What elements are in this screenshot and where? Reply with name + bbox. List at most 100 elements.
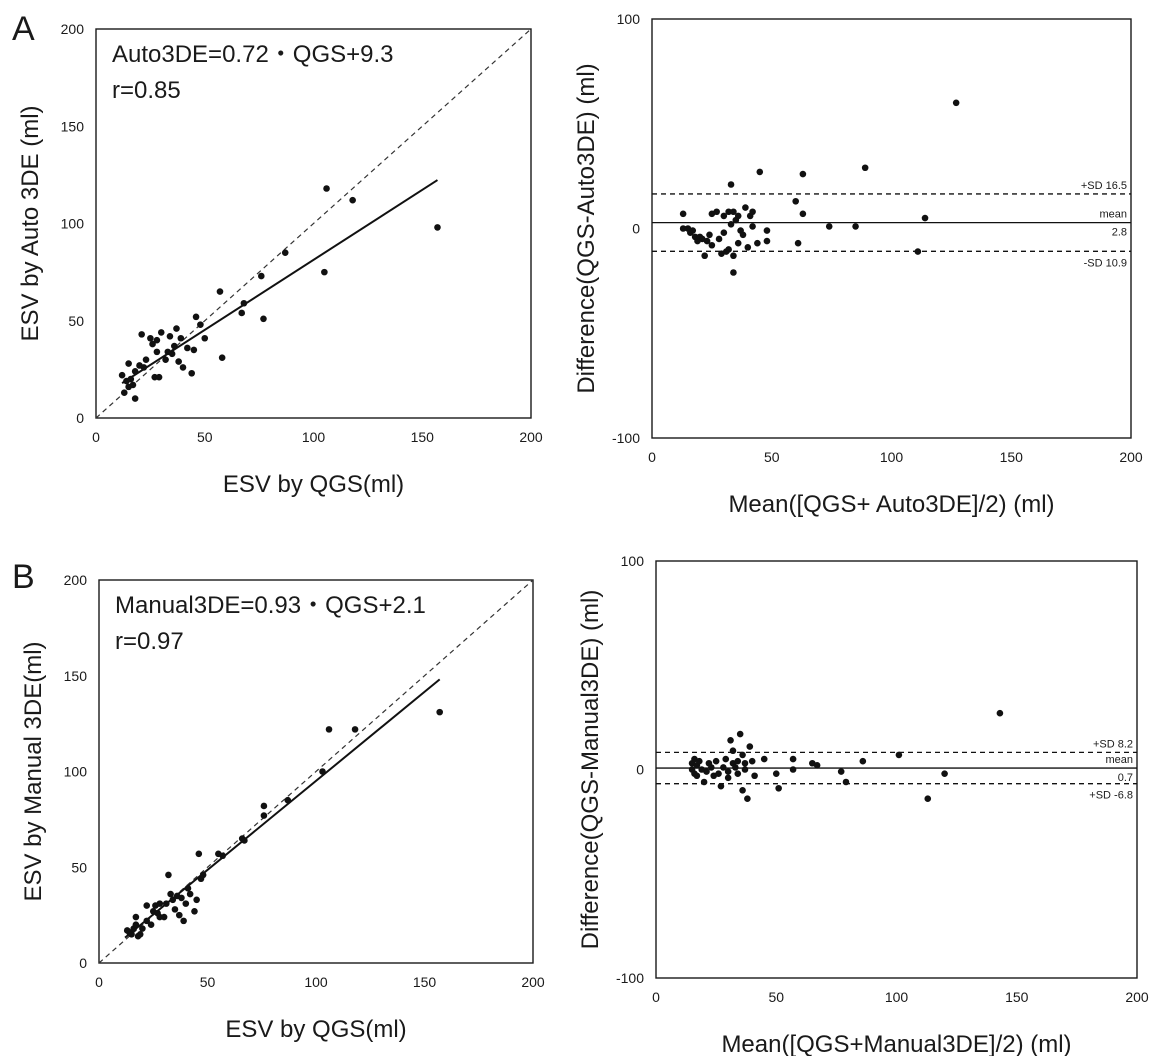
data-point <box>184 344 191 352</box>
plot-frame <box>95 28 532 419</box>
data-point <box>175 911 183 919</box>
y-tick-label: 200 <box>61 21 85 37</box>
x-axis-label: ESV by QGS(ml) <box>223 471 404 498</box>
data-point <box>730 252 737 260</box>
data-point <box>219 852 226 860</box>
data-point <box>717 782 725 790</box>
data-point <box>754 239 761 247</box>
chart-manual3de-correlation: 0 50 100 150 200 0 50 100 150 200 ESV by QGS(ml) ES… <box>20 572 545 1043</box>
data-point <box>118 371 126 379</box>
y-tick-label: 0 <box>79 955 87 971</box>
data-point <box>749 208 756 216</box>
x-tick-label: 0 <box>652 989 660 1005</box>
data-point <box>131 368 139 375</box>
data-point <box>180 917 187 925</box>
data-point <box>825 223 833 230</box>
data-point <box>195 850 203 858</box>
data-point <box>734 770 742 777</box>
data-point <box>120 389 128 397</box>
data-point <box>751 772 758 780</box>
data-point <box>153 336 161 344</box>
data-point <box>895 751 903 759</box>
data-point <box>727 737 734 744</box>
data-point <box>434 224 441 231</box>
data-point <box>169 896 177 904</box>
data-point <box>748 757 756 765</box>
data-point <box>190 346 198 354</box>
data-point <box>799 210 807 218</box>
data-point <box>744 244 752 251</box>
data-point <box>701 252 708 260</box>
data-point <box>739 751 746 759</box>
data-point <box>756 168 764 176</box>
data-point <box>139 925 146 932</box>
limit-line-label: +SD -6.8 <box>1089 790 1133 802</box>
data-point <box>739 787 746 794</box>
data-point <box>136 930 144 938</box>
data-point <box>775 784 782 792</box>
data-point <box>155 373 163 381</box>
annotation-text: Auto3DE=0.72・QGS+9.3 <box>112 41 394 68</box>
data-point <box>734 212 742 220</box>
mean-line-value: 0.7 <box>1118 772 1133 784</box>
data-point <box>763 237 771 245</box>
chart-manual3de-bland-altman: 0 50 100 150 200 -100 0 100 Mean([QGS+Manual3DE]… <box>577 553 1149 1056</box>
data-point <box>351 726 359 733</box>
x-tick-label: 150 <box>413 974 437 990</box>
data-point <box>859 757 867 765</box>
x-tick-label: 0 <box>95 974 103 990</box>
annotation-text: Manual3DE=0.93・QGS+2.1 <box>115 592 426 619</box>
x-tick-label: 200 <box>1119 449 1143 465</box>
data-point <box>238 309 246 317</box>
data-point <box>741 766 749 773</box>
data-point <box>952 99 960 107</box>
data-point <box>725 208 732 216</box>
x-tick-label: 200 <box>1125 989 1149 1005</box>
y-tick-label: 50 <box>71 859 87 875</box>
data-point <box>799 170 807 178</box>
data-point <box>258 272 265 280</box>
y-tick-label: 0 <box>632 221 640 237</box>
data-point <box>140 364 148 371</box>
data-point <box>727 221 735 228</box>
data-point <box>281 249 289 256</box>
data-point <box>186 890 194 898</box>
data-point <box>703 768 710 775</box>
mean-line-label: mean <box>1105 754 1133 766</box>
data-point <box>142 356 150 363</box>
x-axis-label: Mean([QGS+Manual3DE]/2) (ml) <box>721 1031 1071 1056</box>
data-point <box>192 313 200 321</box>
data-point <box>741 759 749 767</box>
data-point <box>143 902 151 909</box>
plot-frame <box>651 18 1132 439</box>
limit-line-label: +SD 16.5 <box>1081 180 1127 192</box>
mean-line-label: mean <box>1099 209 1127 221</box>
data-point <box>166 333 174 340</box>
x-tick-label: 100 <box>880 449 904 465</box>
y-tick-label: -100 <box>612 430 640 446</box>
y-axis-label: Difference(QGS-Auto3DE) (ml) <box>573 63 600 393</box>
data-point <box>162 900 170 907</box>
y-tick-label: 100 <box>61 216 85 232</box>
data-point <box>182 900 190 907</box>
data-point <box>734 757 742 765</box>
data-point <box>679 225 687 232</box>
data-point <box>941 770 948 777</box>
x-tick-label: 150 <box>1000 449 1024 465</box>
data-point <box>724 774 732 782</box>
x-axis-label: Mean([QGS+ Auto3DE]/2) (ml) <box>728 491 1054 518</box>
plot-frame <box>655 560 1138 979</box>
x-tick-label: 200 <box>519 429 543 445</box>
data-point <box>720 229 728 236</box>
data-point <box>153 348 161 356</box>
data-point <box>132 921 140 928</box>
data-point <box>175 358 182 365</box>
data-point <box>129 381 137 389</box>
data-point <box>168 350 176 358</box>
data-point <box>708 241 716 249</box>
data-point <box>732 764 739 771</box>
data-point <box>715 770 722 777</box>
data-point <box>125 360 132 367</box>
data-point <box>763 227 771 234</box>
data-point <box>742 204 749 211</box>
